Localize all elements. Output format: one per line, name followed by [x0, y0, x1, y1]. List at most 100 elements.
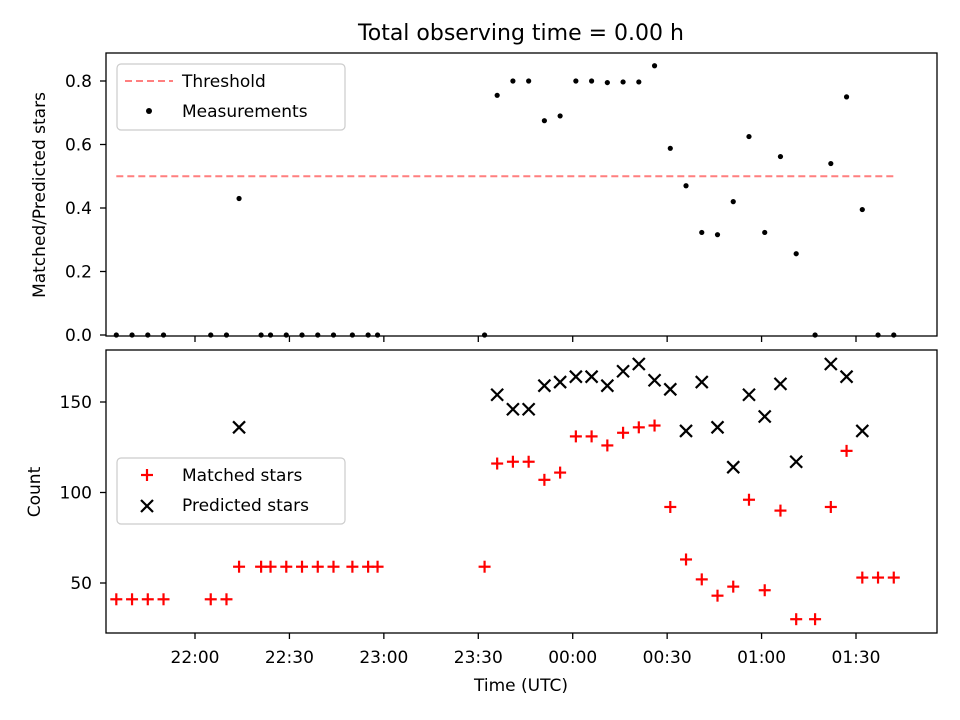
matched-star-point	[233, 560, 246, 573]
matched-star-point	[296, 560, 309, 573]
predicted-star-point	[521, 402, 536, 417]
matched-star-point	[840, 444, 853, 457]
predicted-star-point	[232, 420, 246, 435]
predicted-star-point	[506, 402, 520, 417]
bottom-ytick-label: 100	[60, 484, 92, 504]
xtick-label: 23:00	[359, 648, 408, 668]
predicted-star-point	[616, 364, 630, 379]
predicted-star-point	[710, 420, 725, 435]
bottom-legend: Matched stars Predicted stars	[116, 457, 346, 525]
measurement-point	[374, 332, 381, 338]
measurement-point	[481, 332, 488, 338]
legend-predicted-label: Predicted stars	[182, 496, 309, 516]
matched-star-point	[790, 613, 803, 626]
xtick-label: 22:30	[265, 648, 314, 668]
matched-star-point	[491, 457, 504, 470]
measurement-point	[113, 332, 119, 338]
matched-star-point	[774, 504, 787, 517]
measurement-point	[330, 332, 337, 338]
xtick-label: 01:30	[832, 648, 881, 668]
measurement-point	[267, 332, 274, 338]
predicted-star-point	[569, 369, 583, 384]
measurement-point	[777, 153, 784, 160]
bottom-panel: Count Time (UTC) 50 100 150 22:00 22:30 23:0…	[25, 349, 938, 696]
measurement-point	[636, 79, 642, 85]
measurement-point	[683, 183, 689, 189]
top-plot-frame	[105, 52, 938, 337]
top-ytick-label: 0.8	[65, 72, 92, 92]
chart-title: Total observing time = 0.00 h	[357, 21, 684, 46]
matched-star-point	[727, 580, 740, 593]
measurement-point	[236, 195, 242, 202]
top-ytick-label: 0.6	[65, 136, 92, 156]
measurement-point	[541, 118, 547, 124]
measurement-point	[315, 332, 321, 338]
matched-star-point	[478, 560, 491, 573]
measurement-point	[667, 145, 673, 151]
measurement-point	[651, 63, 658, 69]
matched-star-point	[327, 560, 340, 573]
predicted-star-point	[553, 375, 567, 389]
measurement-point	[208, 332, 214, 338]
predicted-star-point	[584, 369, 599, 384]
matched-star-point	[617, 426, 630, 439]
predicted-star-point	[757, 409, 772, 424]
matched-star-point	[506, 455, 519, 468]
measurement-point	[573, 78, 579, 84]
predicted-star-point	[663, 382, 678, 397]
matched-star-point	[157, 593, 170, 606]
xlabel: Time (UTC)	[473, 676, 568, 696]
predicted-star-point	[647, 373, 662, 388]
top-panel: Total observing time = 0.00 h Matched/Pr…	[30, 21, 938, 346]
measurement-point	[494, 92, 500, 98]
predicted-star-point	[855, 424, 870, 438]
measurement-point	[875, 332, 881, 338]
matched-star-point	[872, 571, 885, 584]
measurement-point	[714, 232, 721, 238]
bottom-ytick-label: 150	[60, 393, 92, 413]
matched-star-point	[204, 593, 217, 606]
matched-star-point	[346, 560, 359, 573]
xtick-label: 00:00	[548, 648, 597, 668]
measurement-point	[283, 332, 289, 338]
matched-star-point	[648, 419, 661, 432]
measurement-point	[557, 113, 563, 119]
predicted-star-point	[632, 357, 646, 371]
measurement-point	[258, 332, 264, 338]
bottom-ylabel: Count	[25, 466, 45, 517]
matched-star-point	[664, 500, 677, 513]
matched-star-point	[311, 560, 324, 573]
bottom-ytick-label: 50	[70, 574, 92, 594]
predicted-star-point	[600, 378, 615, 393]
measurement-point	[510, 78, 516, 84]
measurement-point	[589, 78, 595, 84]
measurement-point	[730, 199, 736, 205]
matched-star-point	[554, 466, 567, 479]
measurement-point	[526, 78, 532, 84]
measurement-point	[891, 332, 897, 338]
measurement-point	[699, 229, 705, 236]
top-ytick-label: 0.0	[65, 326, 92, 346]
matched-star-point	[110, 593, 123, 606]
predicted-star-point	[839, 369, 854, 384]
matched-star-point	[680, 553, 693, 566]
matched-star-point	[280, 560, 293, 573]
matched-star-point	[538, 473, 551, 486]
matched-star-point	[585, 430, 598, 443]
predicted-star-point	[773, 377, 788, 391]
matched-star-point	[809, 613, 822, 626]
xtick-label: 22:00	[171, 648, 220, 668]
matched-star-point	[126, 593, 139, 606]
measurement-point	[746, 133, 752, 140]
matched-star-point	[711, 589, 724, 602]
matched-star-point	[695, 573, 708, 586]
measurement-point	[828, 160, 834, 167]
predicted-star-point	[742, 387, 756, 402]
predicted-star-point	[824, 357, 838, 371]
bottom-plot-frame	[105, 349, 938, 634]
matched-star-point	[264, 560, 277, 573]
measurement-point	[349, 332, 355, 338]
top-legend: Threshold Measurements	[116, 63, 346, 131]
measurement-point	[365, 332, 371, 338]
